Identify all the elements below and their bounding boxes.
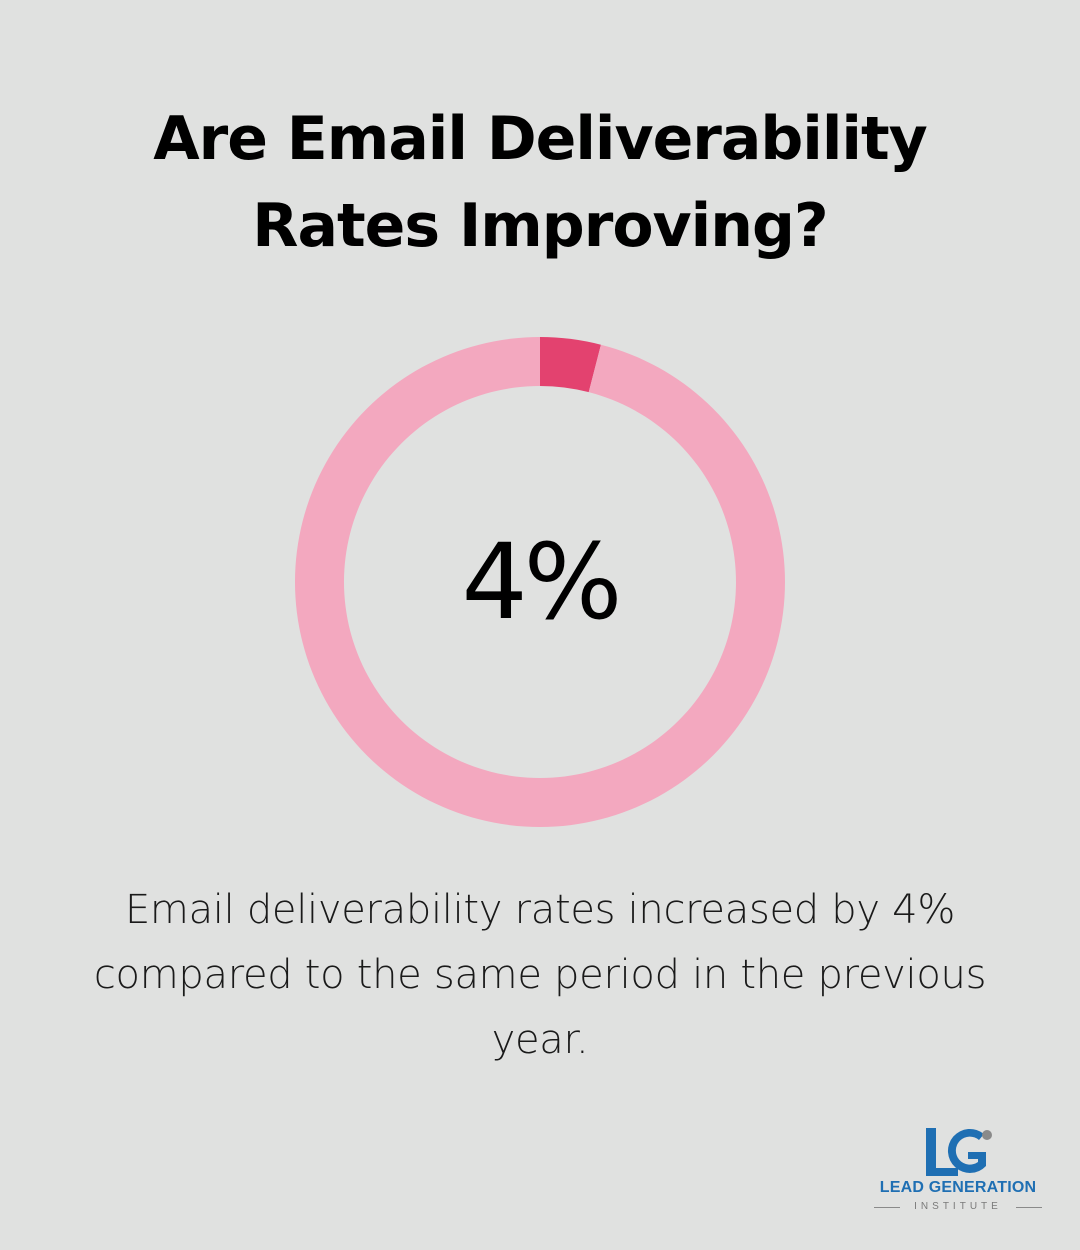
logo-divider-right <box>1016 1207 1042 1208</box>
donut-center-value: 4% <box>461 521 623 643</box>
caption-line-2: compared to the same period in the previ… <box>93 952 987 998</box>
donut-slice-increase <box>540 337 601 393</box>
logo-subtitle: INSTITUTE <box>914 1201 1002 1212</box>
page-title: Are Email Deliverability Rates Improving… <box>0 96 1080 270</box>
logo-subtitle-row: INSTITUTE <box>874 1200 1042 1214</box>
caption-line-1: Email deliverability rates increased by … <box>124 887 956 933</box>
chart-caption: Email deliverability rates increased by … <box>30 878 1050 1073</box>
logo-divider-left <box>874 1207 900 1208</box>
title-line-1: Are Email Deliverability <box>153 104 928 174</box>
lg-logo-icon <box>926 1128 992 1176</box>
lead-generation-institute-logo: LEAD GENERATION INSTITUTE <box>868 1126 1048 1218</box>
caption-line-3: year. <box>491 1017 589 1063</box>
title-line-2: Rates Improving? <box>252 191 828 261</box>
logo-name: LEAD GENERATION <box>879 1179 1037 1196</box>
